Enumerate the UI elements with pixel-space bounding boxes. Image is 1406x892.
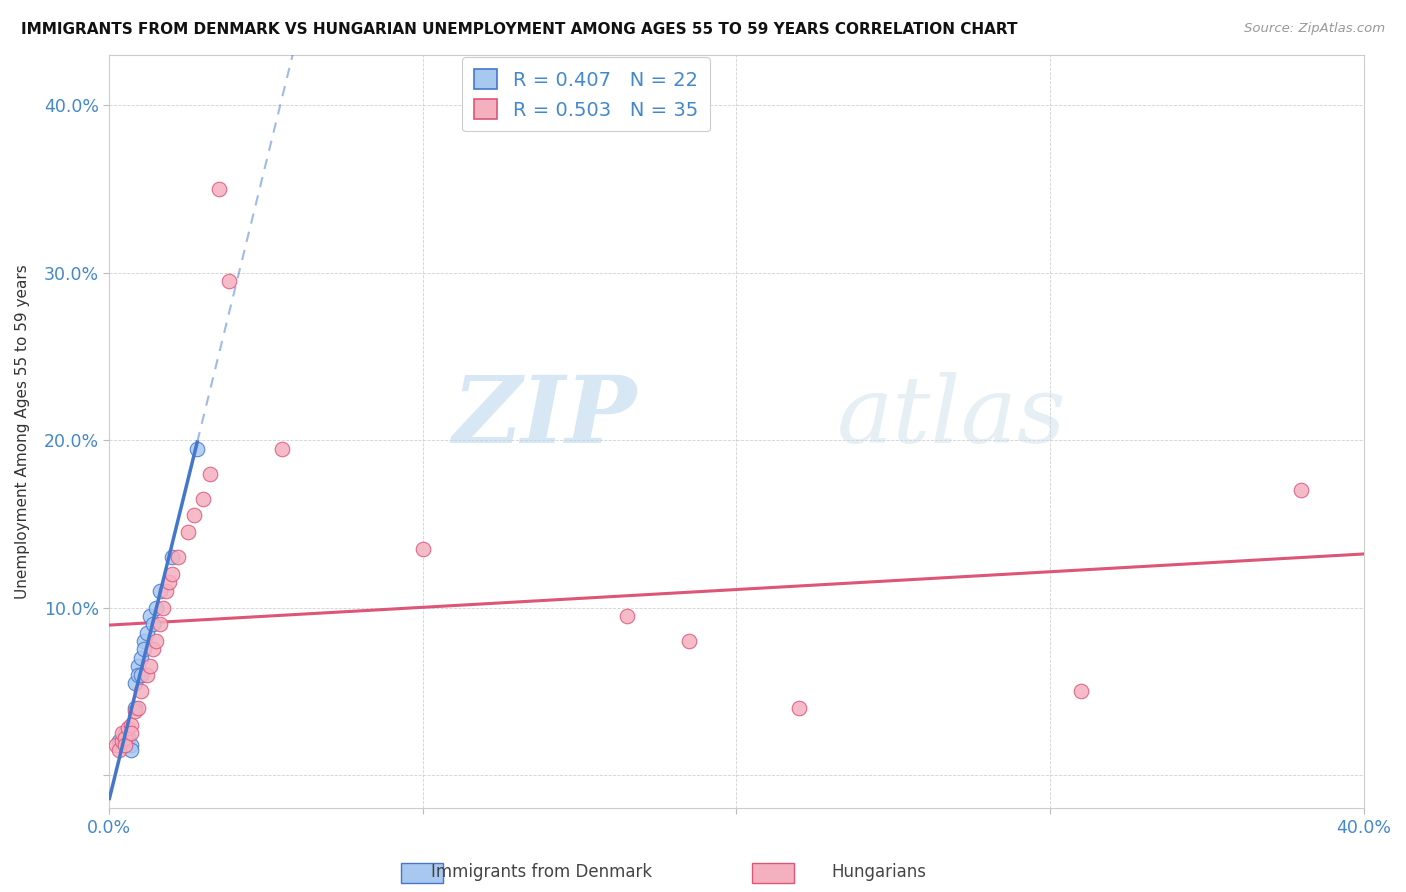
Point: [108, 734, 131, 748]
Point: [152, 600, 174, 615]
Text: Hungarians: Hungarians: [831, 863, 927, 881]
Text: IMMIGRANTS FROM DENMARK VS HUNGARIAN UNEMPLOYMENT AMONG AGES 55 TO 59 YEARS CORR: IMMIGRANTS FROM DENMARK VS HUNGARIAN UNE…: [21, 22, 1018, 37]
Point: [124, 704, 146, 718]
Point: [157, 575, 180, 590]
Point: [160, 567, 183, 582]
Point: [1289, 483, 1312, 498]
Point: [142, 617, 165, 632]
Point: [127, 701, 149, 715]
Point: [270, 442, 292, 456]
Point: [412, 541, 434, 556]
Point: [120, 738, 142, 752]
Point: [132, 634, 155, 648]
Legend: R = 0.407   N = 22, R = 0.503   N = 35: R = 0.407 N = 22, R = 0.503 N = 35: [463, 57, 710, 131]
Point: [114, 731, 136, 746]
Point: [139, 609, 162, 624]
Point: [124, 701, 146, 715]
Point: [108, 743, 131, 757]
Point: [111, 734, 134, 748]
Point: [177, 525, 200, 540]
Point: [218, 274, 240, 288]
Point: [127, 667, 149, 681]
Point: [111, 726, 134, 740]
Y-axis label: Unemployment Among Ages 55 to 59 years: Unemployment Among Ages 55 to 59 years: [15, 264, 30, 599]
Point: [127, 659, 149, 673]
Point: [167, 550, 190, 565]
Point: [136, 625, 159, 640]
Point: [129, 684, 152, 698]
Point: [149, 617, 172, 632]
Point: [183, 508, 205, 523]
Point: [104, 738, 127, 752]
Point: [114, 726, 136, 740]
Text: atlas: atlas: [837, 372, 1066, 462]
Point: [117, 721, 139, 735]
Text: Immigrants from Denmark: Immigrants from Denmark: [430, 863, 652, 881]
Point: [678, 634, 700, 648]
Text: ZIP: ZIP: [451, 372, 636, 462]
Point: [1070, 684, 1092, 698]
Text: Source: ZipAtlas.com: Source: ZipAtlas.com: [1244, 22, 1385, 36]
Point: [136, 667, 159, 681]
Point: [139, 659, 162, 673]
Point: [208, 182, 231, 196]
Point: [142, 642, 165, 657]
Point: [114, 738, 136, 752]
Point: [120, 726, 142, 740]
Point: [787, 701, 810, 715]
Point: [145, 634, 167, 648]
Point: [114, 734, 136, 748]
Point: [186, 442, 208, 456]
Point: [129, 650, 152, 665]
Point: [117, 731, 139, 746]
Point: [149, 583, 172, 598]
Point: [132, 642, 155, 657]
Point: [145, 600, 167, 615]
Point: [120, 743, 142, 757]
Point: [129, 667, 152, 681]
Point: [160, 550, 183, 565]
Point: [120, 717, 142, 731]
Point: [616, 609, 638, 624]
Point: [111, 738, 134, 752]
Point: [155, 583, 177, 598]
Point: [124, 676, 146, 690]
Point: [198, 467, 221, 481]
Point: [193, 491, 215, 506]
